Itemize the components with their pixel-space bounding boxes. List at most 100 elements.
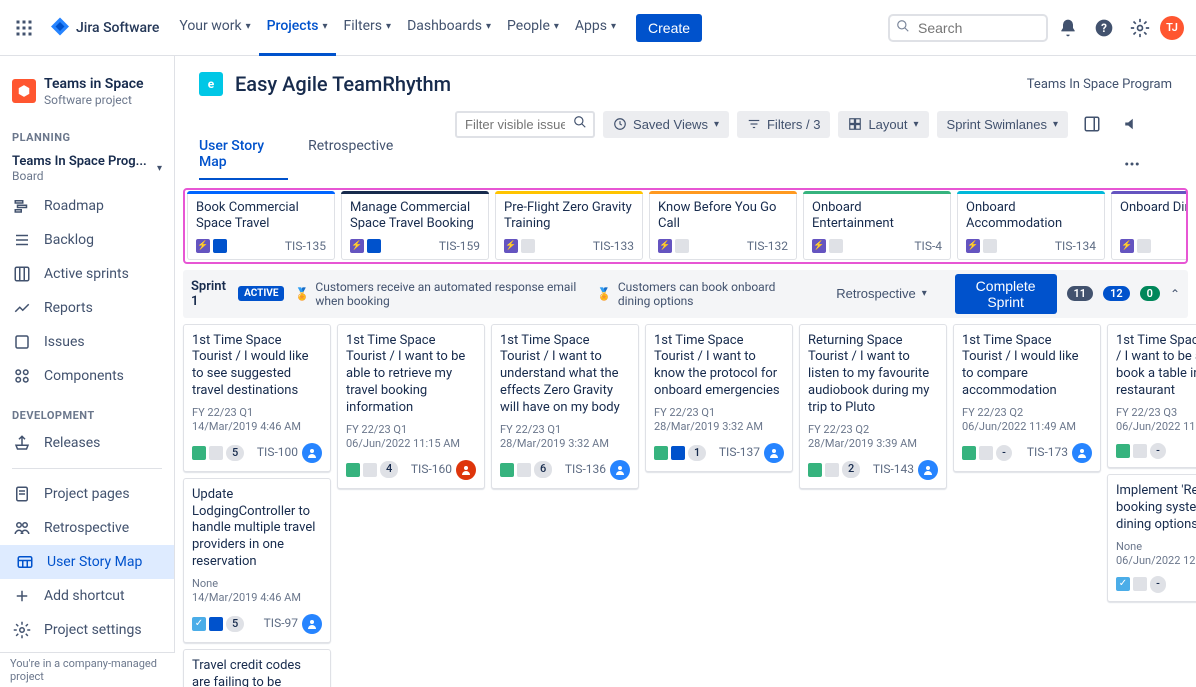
story-title: 1st Time Space Tourist / I would like to… [192, 333, 322, 401]
story-points: 5 [226, 616, 244, 632]
detail-view-icon[interactable] [1076, 108, 1108, 140]
saved-views-button[interactable]: Saved Views▾ [603, 111, 729, 138]
jira-logo[interactable]: Jira Software [48, 16, 159, 40]
story-card[interactable]: 1st Time Space Touris / I want to be abl… [1107, 324, 1196, 468]
assignee-avatar [456, 460, 476, 480]
story-points: - [1150, 576, 1166, 592]
logo-text: Jira Software [76, 20, 159, 36]
epic-key: TIS-133 [593, 239, 634, 253]
story-card[interactable]: Returning Space Tourist / I want to list… [799, 324, 947, 489]
board-icon [12, 265, 32, 283]
swimlanes-button[interactable]: Sprint Swimlanes▾ [937, 111, 1068, 138]
tab-user-story-map[interactable]: User Story Map [199, 130, 288, 180]
story-title: Implement 'Resy' booking system for al d… [1116, 483, 1196, 534]
search-icon [573, 115, 587, 133]
sidebar-item-project-settings[interactable]: Project settings [0, 613, 174, 647]
sidebar-item-project-pages[interactable]: Project pages [0, 477, 174, 511]
issue-type-icon [192, 446, 206, 460]
sidebar-item-releases[interactable]: Releases [0, 426, 174, 460]
priority-icon [825, 463, 839, 477]
sidebar-item-add-shortcut[interactable]: Add shortcut [0, 579, 174, 613]
create-button[interactable]: Create [636, 14, 702, 42]
story-key: TIS-100 [257, 445, 298, 461]
nav-filters[interactable]: Filters ▾ [336, 0, 400, 56]
components-icon [12, 367, 32, 385]
notifications-icon[interactable] [1052, 12, 1084, 44]
story-card[interactable]: Update LodgingController to handle multi… [183, 478, 331, 643]
help-icon[interactable]: ? [1088, 12, 1120, 44]
sprint-goal-2: 🏅 Customers can book onboard dining opti… [597, 280, 806, 308]
tab-retrospective[interactable]: Retrospective [308, 130, 393, 180]
story-card[interactable]: 1st Time Space Tourist / I would like to… [183, 324, 331, 472]
epic-key: TIS-134 [1055, 239, 1096, 253]
collapse-icon[interactable]: ⌃ [1170, 287, 1180, 301]
epic-card[interactable]: Onboard Accommodation TIS-134 [957, 192, 1105, 260]
sidebar-item-roadmap[interactable]: Roadmap [0, 189, 174, 223]
epic-card[interactable]: Know Before You Go Call TIS-132 [649, 192, 797, 260]
user-avatar[interactable]: TJ [1160, 16, 1184, 40]
epic-card[interactable]: Onboard Entertainment TIS-4 [803, 192, 951, 260]
sidebar-item-user-story-map[interactable]: User Story Map [0, 545, 174, 579]
story-key: TIS-173 [1027, 445, 1068, 461]
priority-icon [209, 617, 223, 631]
story-card[interactable]: 1st Time Space Tourist / I want to be ab… [337, 324, 485, 489]
story-card[interactable]: 1st Time Space Tourist / I want to under… [491, 324, 639, 489]
search-input[interactable] [888, 14, 1048, 42]
sidebar-item-backlog[interactable]: Backlog [0, 223, 174, 257]
story-points: 6 [534, 461, 552, 477]
assignee-avatar [302, 443, 322, 463]
story-card[interactable]: Implement 'Resy' booking system for al d… [1107, 474, 1196, 602]
nav-apps[interactable]: Apps ▾ [567, 0, 624, 56]
epic-card[interactable]: Pre-Flight Zero Gravity Training TIS-133 [495, 192, 643, 260]
story-version: FY 22/23 Q3 [1116, 406, 1196, 420]
app-switcher-icon[interactable] [12, 16, 36, 40]
sidebar-item-active-sprints[interactable]: Active sprints [0, 257, 174, 291]
global-search[interactable] [888, 14, 1048, 42]
epic-card[interactable]: Book Commercial Space Travel TIS-135 [187, 192, 335, 260]
sidebar-item-reports[interactable]: Reports [0, 291, 174, 325]
story-key: TIS-143 [873, 462, 914, 478]
priority-icon [213, 239, 227, 253]
priority-icon [1133, 444, 1147, 458]
epic-type-icon [504, 239, 518, 253]
complete-sprint-button[interactable]: Complete Sprint [955, 274, 1057, 314]
epic-card[interactable]: Manage Commercial Space Travel Booking T… [341, 192, 489, 260]
epic-type-icon [812, 239, 826, 253]
story-column: Returning Space Tourist / I want to list… [799, 324, 947, 489]
settings-icon[interactable] [1124, 12, 1156, 44]
story-card[interactable]: Travel credit codes are failing to be re… [183, 649, 331, 687]
layout-button[interactable]: Layout▾ [838, 111, 928, 138]
project-icon [12, 79, 36, 103]
project-header[interactable]: Teams in Space Software project [0, 68, 174, 115]
nav-dashboards[interactable]: Dashboards ▾ [399, 0, 499, 56]
announce-icon[interactable] [1116, 108, 1148, 140]
sidebar-item-retrospective[interactable]: Retrospective [0, 511, 174, 545]
story-version: FY 22/23 Q1 [192, 406, 322, 420]
story-date: 14/Mar/2019 4:46 AM [192, 420, 322, 434]
filter-issues[interactable] [455, 111, 595, 138]
count-todo: 11 [1067, 286, 1094, 301]
epic-card[interactable]: Onboard Dining [1111, 192, 1188, 260]
story-card[interactable]: 1st Time Space Tourist / I would like to… [953, 324, 1101, 472]
filters-button[interactable]: Filters / 3 [737, 111, 830, 138]
section-development: DEVELOPMENT [0, 393, 174, 426]
nav-people[interactable]: People ▾ [499, 0, 567, 56]
story-key: TIS-160 [411, 462, 452, 478]
board-selector[interactable]: Teams In Space Prog... Board ▾ [0, 148, 174, 189]
map-icon [15, 553, 35, 571]
nav-your-work[interactable]: Your work ▾ [171, 0, 258, 56]
top-navigation: Jira Software Your work ▾Projects ▾Filte… [0, 0, 1196, 56]
epic-title: Manage Commercial Space Travel Booking [350, 200, 480, 233]
nav-projects[interactable]: Projects ▾ [259, 0, 336, 56]
sidebar-item-issues[interactable]: Issues [0, 325, 174, 359]
assignee-avatar [1072, 443, 1092, 463]
epic-title: Onboard Accommodation [966, 200, 1096, 233]
sidebar-item-components[interactable]: Components [0, 359, 174, 393]
more-icon[interactable] [1116, 148, 1148, 180]
issue-type-icon [192, 617, 206, 631]
assignee-avatar [918, 460, 938, 480]
section-planning: PLANNING [0, 115, 174, 148]
retrospective-dropdown[interactable]: Retrospective ▾ [826, 280, 937, 307]
story-card[interactable]: 1st Time Space Tourist / I want to know … [645, 324, 793, 472]
assignee-avatar [764, 443, 784, 463]
